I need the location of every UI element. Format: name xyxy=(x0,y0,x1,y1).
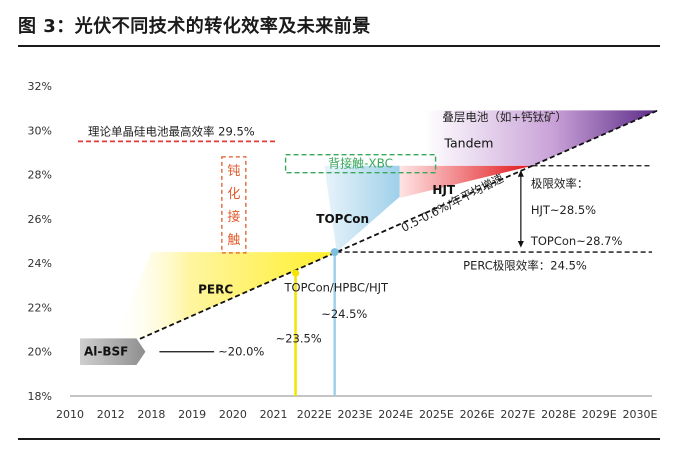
back-contact-box xyxy=(284,153,437,174)
topcon-limit-label: TOPCon~28.7% xyxy=(530,234,623,248)
x-tick-label: 2022E xyxy=(297,408,332,421)
limit-arrow-up xyxy=(517,170,524,177)
x-tick-label: 2024E xyxy=(378,408,413,421)
albsf-arrow xyxy=(80,338,146,365)
y-tick-label: 30% xyxy=(28,124,52,137)
limit-title: 极限效率： xyxy=(531,176,589,190)
y-tick-label: 24% xyxy=(28,257,52,270)
perc-point xyxy=(292,269,300,277)
back-contact-label: 背接触-XBC xyxy=(328,156,393,171)
topcon-point xyxy=(330,248,339,257)
axes: 18% 20% 22% 24% 26% 28% 30% 32% 2010 2012 2018 2019… xyxy=(28,80,658,421)
theory-limit-label: 理论单晶硅电池最高效率 29.5% xyxy=(88,124,255,138)
bottom-rule xyxy=(18,438,660,440)
passivation-box xyxy=(221,156,247,254)
topcon-group-label: TOPCon/HPBC/HJT xyxy=(284,281,389,295)
limit-arrow-down xyxy=(517,241,524,248)
y-tick-label: 18% xyxy=(28,390,52,403)
passivation-char: 接 xyxy=(227,209,240,225)
y-tick-label: 26% xyxy=(28,213,52,226)
x-tick-label: 2019 xyxy=(178,408,206,421)
passivation-char: 钝 xyxy=(227,164,240,179)
perc-limit-label: PERC极限效率：24.5% xyxy=(463,258,587,272)
x-tick-label: 2021 xyxy=(260,408,288,421)
topcon-label: TOPCon xyxy=(316,212,369,226)
x-tick-label: 2027E xyxy=(500,408,535,421)
y-tick-label: 32% xyxy=(28,80,52,93)
tandem-cn-label: 叠层电池（如+钙钛矿） xyxy=(442,110,567,124)
x-tick-label: 2023E xyxy=(338,408,373,421)
hjt-limit-label: HJT~28.5% xyxy=(531,203,596,217)
hjt-area xyxy=(399,165,533,198)
tandem-area xyxy=(424,110,658,166)
x-tick-label: 2020 xyxy=(219,408,247,421)
y-tick-label: 28% xyxy=(28,169,52,182)
x-tick-label: 2030E xyxy=(623,408,658,421)
albsf-label: Al-BSF xyxy=(84,345,128,359)
x-tick-label: 2026E xyxy=(460,408,495,421)
figure-title: 图 3：光伏不同技术的转化效率及未来前景 xyxy=(18,16,371,37)
y-tick-label: 20% xyxy=(28,346,52,359)
x-tick-label: 2025E xyxy=(419,408,454,421)
x-tick-label: 2012 xyxy=(97,408,125,421)
x-tick-label: 2028E xyxy=(541,408,576,421)
passivation-char: 化 xyxy=(227,187,240,202)
perc-label: PERC xyxy=(198,283,233,297)
hjt-label: HJT xyxy=(432,183,456,197)
perc-value: ~23.5% xyxy=(276,331,322,345)
tandem-label: Tandem xyxy=(443,136,493,151)
title-rule xyxy=(18,45,660,47)
passivation-char: 触 xyxy=(227,233,240,248)
x-tick-label: 2029E xyxy=(582,408,617,421)
x-tick-label: 2018 xyxy=(137,408,165,421)
x-tick-label: 2010 xyxy=(56,408,84,421)
topcon-area xyxy=(324,165,400,253)
albsf-value: ~20.0% xyxy=(218,345,264,359)
trend-line xyxy=(110,109,659,353)
topcon-group-value: ~24.5% xyxy=(321,307,367,321)
y-tick-label: 22% xyxy=(28,301,52,314)
chart-marks xyxy=(78,109,659,396)
